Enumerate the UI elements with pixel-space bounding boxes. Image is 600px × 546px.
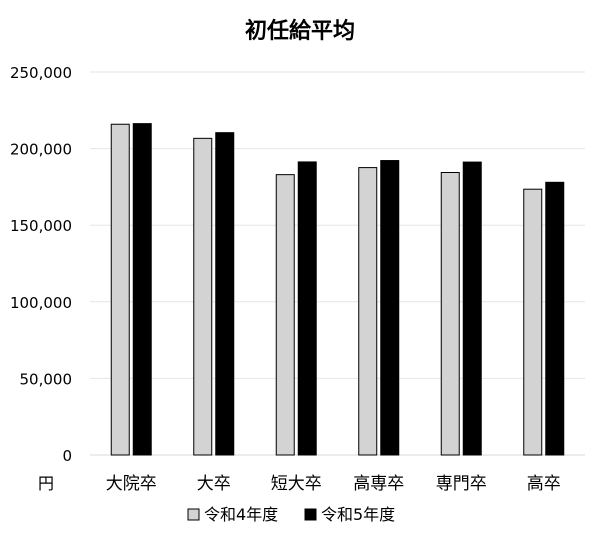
y-axis-tick-labels: 0 50,000 100,000 150,000 200,000 250,000 [10, 64, 72, 465]
y-tick-label: 200,000 [10, 141, 72, 159]
x-axis-tick-labels: 大院卒 大卒 短大卒 高専卒 専門卒 高卒 [106, 474, 561, 494]
x-tick-label: 専門卒 [436, 474, 487, 494]
bar-reiwa4-2 [275, 174, 295, 456]
legend-label: 令和5年度 [321, 505, 395, 524]
y-tick-label: 250,000 [10, 64, 72, 82]
bar-reiwa4-1 [193, 137, 213, 456]
bar-reiwa5-2 [297, 161, 317, 456]
bar-reiwa4-3 [358, 167, 378, 456]
y-tick-label: 0 [62, 447, 72, 465]
bar-reiwa5-3 [380, 160, 400, 456]
bar-reiwa4-5 [523, 188, 543, 456]
bar-reiwa5-1 [215, 132, 235, 456]
legend: 令和4年度 令和5年度 [187, 505, 395, 524]
x-tick-label: 大卒 [197, 474, 231, 494]
legend-label: 令和4年度 [204, 505, 278, 524]
bars [110, 123, 565, 456]
x-tick-label: 短大卒 [271, 474, 322, 494]
y-tick-label: 150,000 [10, 217, 72, 235]
x-tick-label: 高卒 [527, 474, 561, 494]
bar-reiwa5-0 [132, 123, 152, 456]
x-tick-label: 高専卒 [353, 474, 404, 494]
legend-swatch [187, 508, 200, 521]
y-axis-unit-label: 円 [38, 474, 54, 493]
bar-reiwa5-5 [545, 181, 565, 456]
legend-swatch [304, 508, 317, 521]
gridlines [90, 71, 585, 379]
y-tick-label: 50,000 [20, 370, 73, 388]
bar-reiwa4-0 [110, 123, 130, 456]
x-tick-label: 大院卒 [106, 474, 157, 494]
bar-reiwa5-4 [462, 161, 482, 456]
y-tick-label: 100,000 [10, 294, 72, 312]
chart-title: 初任給平均 [245, 18, 355, 44]
bar-reiwa4-4 [440, 171, 460, 456]
